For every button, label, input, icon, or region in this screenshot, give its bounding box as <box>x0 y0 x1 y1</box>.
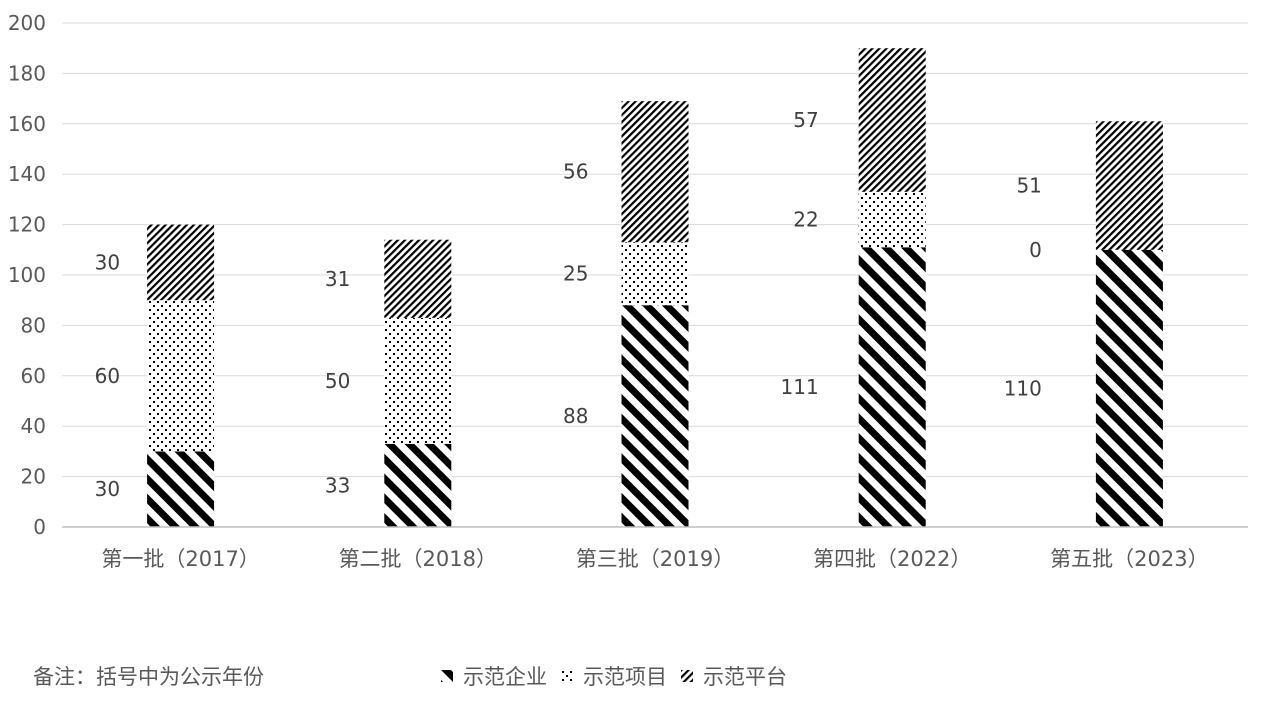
x-axis: 第一批（2017） 第二批（2018） 第三批（2019） 第四批（2022） 第五批（… <box>62 526 1248 571</box>
legend-swatch <box>441 670 453 682</box>
y-tick-label: 140 <box>8 162 46 186</box>
bar-segment <box>147 300 215 452</box>
y-tick-label: 80 <box>21 313 46 337</box>
y-tick-label: 40 <box>21 414 46 438</box>
data-label: 30 <box>95 477 120 501</box>
y-tick-label: 100 <box>8 263 46 287</box>
data-label: 60 <box>95 364 120 388</box>
chart-footer: 备注：括号中为公示年份 示范企业 示范项目 示范平台 <box>0 655 1261 695</box>
y-tick-label: 180 <box>8 61 46 85</box>
data-label: 50 <box>325 369 350 393</box>
legend-item: 示范项目 <box>557 661 667 691</box>
data-label: 33 <box>325 473 350 497</box>
x-category-label: 第一批（2017） <box>101 547 259 571</box>
bar-segment <box>147 224 215 301</box>
data-label: 31 <box>325 267 350 291</box>
data-label: 110 <box>1004 376 1042 400</box>
data-label: 111 <box>781 375 819 399</box>
chart-note: 备注：括号中为公示年份 <box>33 665 264 689</box>
legend: 示范企业 示范项目 示范平台 <box>437 661 797 691</box>
bar-segment <box>384 317 452 444</box>
legend-swatch <box>681 670 693 682</box>
y-tick-label: 20 <box>21 465 46 489</box>
data-label: 56 <box>563 160 588 184</box>
bar-segment <box>384 443 452 527</box>
data-labels: 30 60 30 33 50 31 88 25 56 111 22 57 110 0 51 <box>95 108 1042 501</box>
data-label: 51 <box>1016 174 1041 198</box>
x-category-label: 第三批（2019） <box>576 547 734 571</box>
legend-label: 示范企业 <box>463 665 547 689</box>
bar-segment <box>858 48 926 192</box>
bar-segment <box>621 305 689 527</box>
y-tick-label: 60 <box>21 364 46 388</box>
x-category-label: 第四批（2022） <box>813 547 971 571</box>
data-label: 57 <box>793 108 818 132</box>
x-category-label: 第二批（2018） <box>339 547 497 571</box>
bar-segment <box>858 191 926 248</box>
data-label: 88 <box>563 404 588 428</box>
legend-item: 示范平台 <box>677 661 787 691</box>
bars <box>147 48 1163 528</box>
bar-segment <box>147 451 215 527</box>
y-tick-label: 120 <box>8 213 46 237</box>
bar-segment <box>1095 249 1163 528</box>
bar-segment <box>621 242 689 306</box>
y-tick-label: 160 <box>8 112 46 136</box>
bar-segment <box>858 247 926 527</box>
legend-item: 示范企业 <box>437 661 547 691</box>
bar-segment <box>621 101 689 243</box>
legend-label: 示范平台 <box>703 665 787 689</box>
data-label: 30 <box>95 250 120 274</box>
data-label: 0 <box>1029 238 1042 262</box>
legend-label: 示范项目 <box>583 665 667 689</box>
bar-segment <box>384 239 452 318</box>
bar-segment <box>1095 121 1163 250</box>
x-category-label: 第五批（2023） <box>1050 547 1208 571</box>
legend-swatch <box>561 670 573 682</box>
y-axis: 0 20 40 60 80 100 120 140 160 180 200 <box>8 11 46 539</box>
data-label: 25 <box>563 262 588 286</box>
y-tick-label: 0 <box>33 515 46 539</box>
stacked-bar-chart: 0 20 40 60 80 100 120 140 160 180 200 30 60 30 33 50 31… <box>8 11 1248 571</box>
data-label: 22 <box>793 208 818 232</box>
y-tick-label: 200 <box>8 11 46 35</box>
